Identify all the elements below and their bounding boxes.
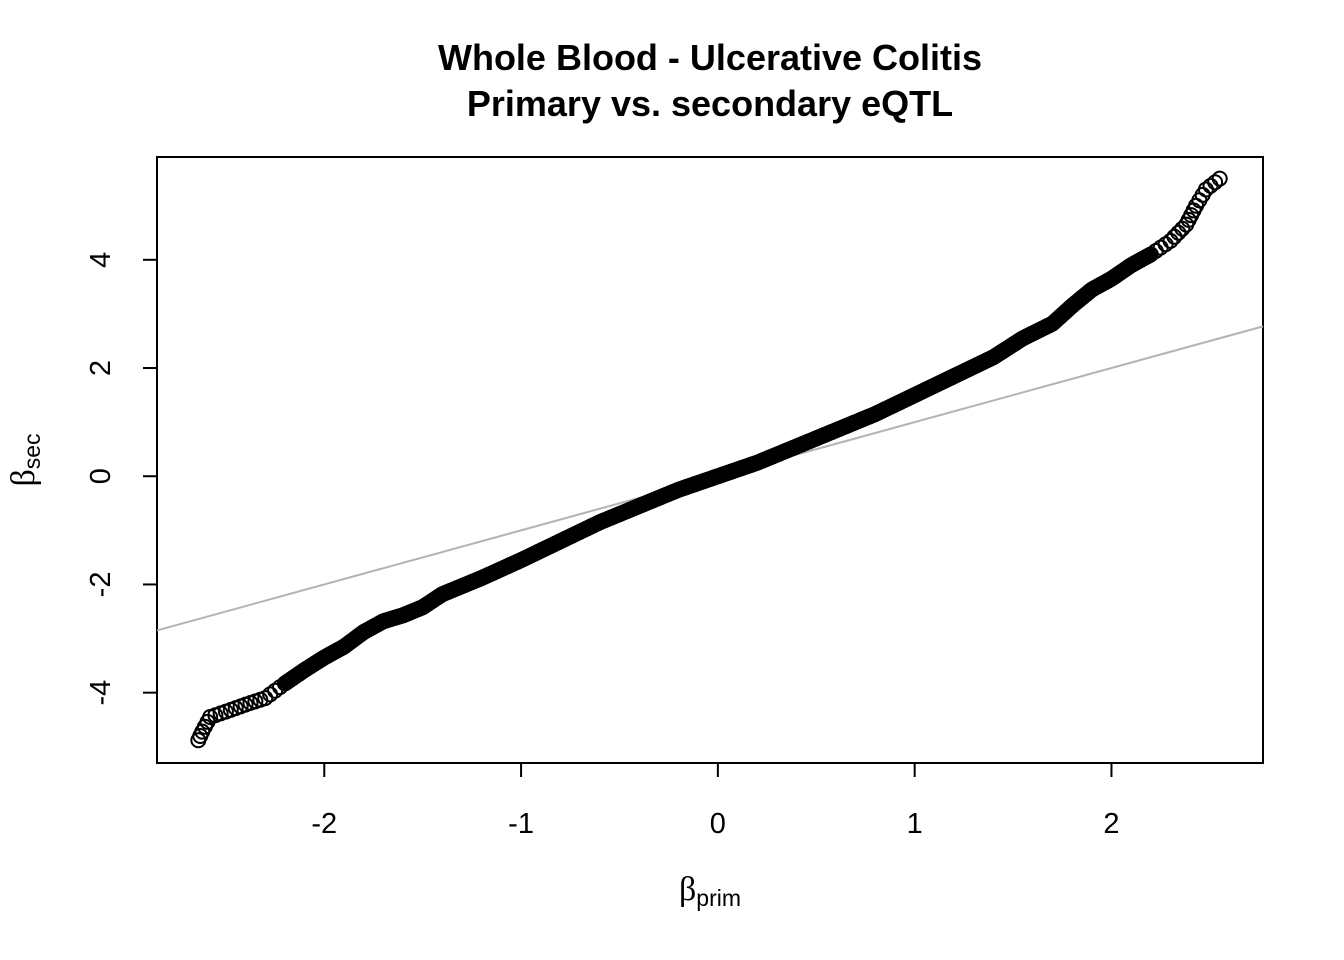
y-tick-label: -4 bbox=[85, 680, 117, 706]
data-point bbox=[1152, 239, 1169, 256]
y-tick-label: 4 bbox=[85, 252, 117, 268]
chart-subtitle: Primary vs. secondary eQTL bbox=[467, 83, 953, 124]
data-point bbox=[1157, 236, 1174, 253]
chart-title: Whole Blood - Ulcerative Colitis bbox=[438, 37, 982, 78]
data-point bbox=[1207, 174, 1224, 191]
x-axis: -2 -1 0 1 2 bbox=[311, 763, 1120, 840]
x-tick-label: -1 bbox=[508, 808, 534, 840]
x-axis-label-subscript: prim bbox=[696, 885, 741, 911]
points-layer bbox=[190, 170, 1228, 749]
x-tick-label: 2 bbox=[1103, 808, 1119, 840]
x-tick-label: 1 bbox=[907, 808, 923, 840]
x-axis-label: βprim bbox=[679, 871, 741, 911]
x-tick-label: 0 bbox=[710, 808, 726, 840]
data-point bbox=[1202, 177, 1219, 194]
y-axis-label: βsec bbox=[5, 433, 45, 486]
plot-frame bbox=[156, 156, 1264, 764]
data-point bbox=[1162, 232, 1179, 249]
x-axis-label-symbol: β bbox=[679, 871, 696, 908]
data-point bbox=[1211, 170, 1228, 187]
data-point bbox=[1170, 224, 1187, 241]
y-tick-label: -2 bbox=[85, 572, 117, 598]
y-axis: -4 -2 0 2 4 bbox=[85, 252, 157, 706]
y-tick-label: 2 bbox=[85, 360, 117, 376]
y-axis-label-subscript: sec bbox=[19, 433, 45, 469]
x-tick-label: -2 bbox=[311, 808, 337, 840]
data-point bbox=[1166, 228, 1183, 245]
y-axis-label-symbol: β bbox=[5, 469, 42, 486]
y-tick-label: 0 bbox=[85, 468, 117, 484]
